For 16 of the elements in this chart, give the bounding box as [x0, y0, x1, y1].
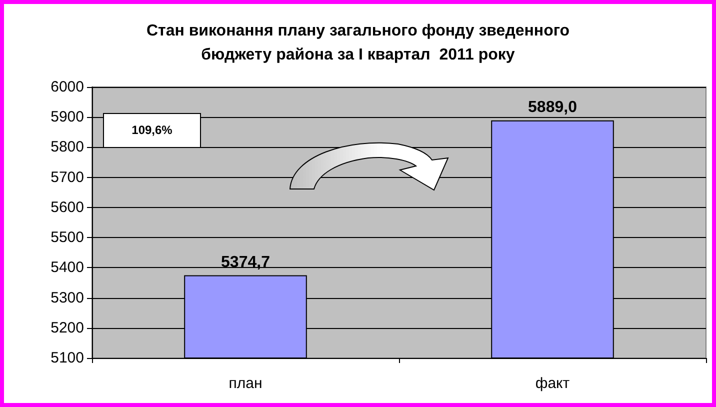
y-tick-label: 5900	[50, 108, 84, 126]
y-tick-label: 5400	[50, 259, 84, 276]
y-tick-label: 6000	[50, 78, 84, 96]
y-tick-label: 5800	[50, 138, 84, 156]
data-label: 5374,7	[221, 254, 270, 271]
x-tick-label: факт	[535, 375, 570, 392]
chart-title: Стан виконання плану загального фонду зведенного бюджету района за I квартал 2011 року	[146, 22, 570, 64]
y-tick-label: 5500	[50, 229, 84, 246]
data-label: 5889,0	[528, 98, 578, 116]
y-tick-label: 5600	[50, 198, 84, 216]
y-tick-label: 5700	[50, 168, 84, 186]
y-tick-label: 5100	[50, 350, 84, 366]
x-tick-label: план	[228, 375, 262, 392]
note-box: 109,6%	[103, 113, 201, 148]
y-tick-label: 5200	[50, 319, 84, 336]
y-tick-label: 5300	[50, 289, 84, 306]
